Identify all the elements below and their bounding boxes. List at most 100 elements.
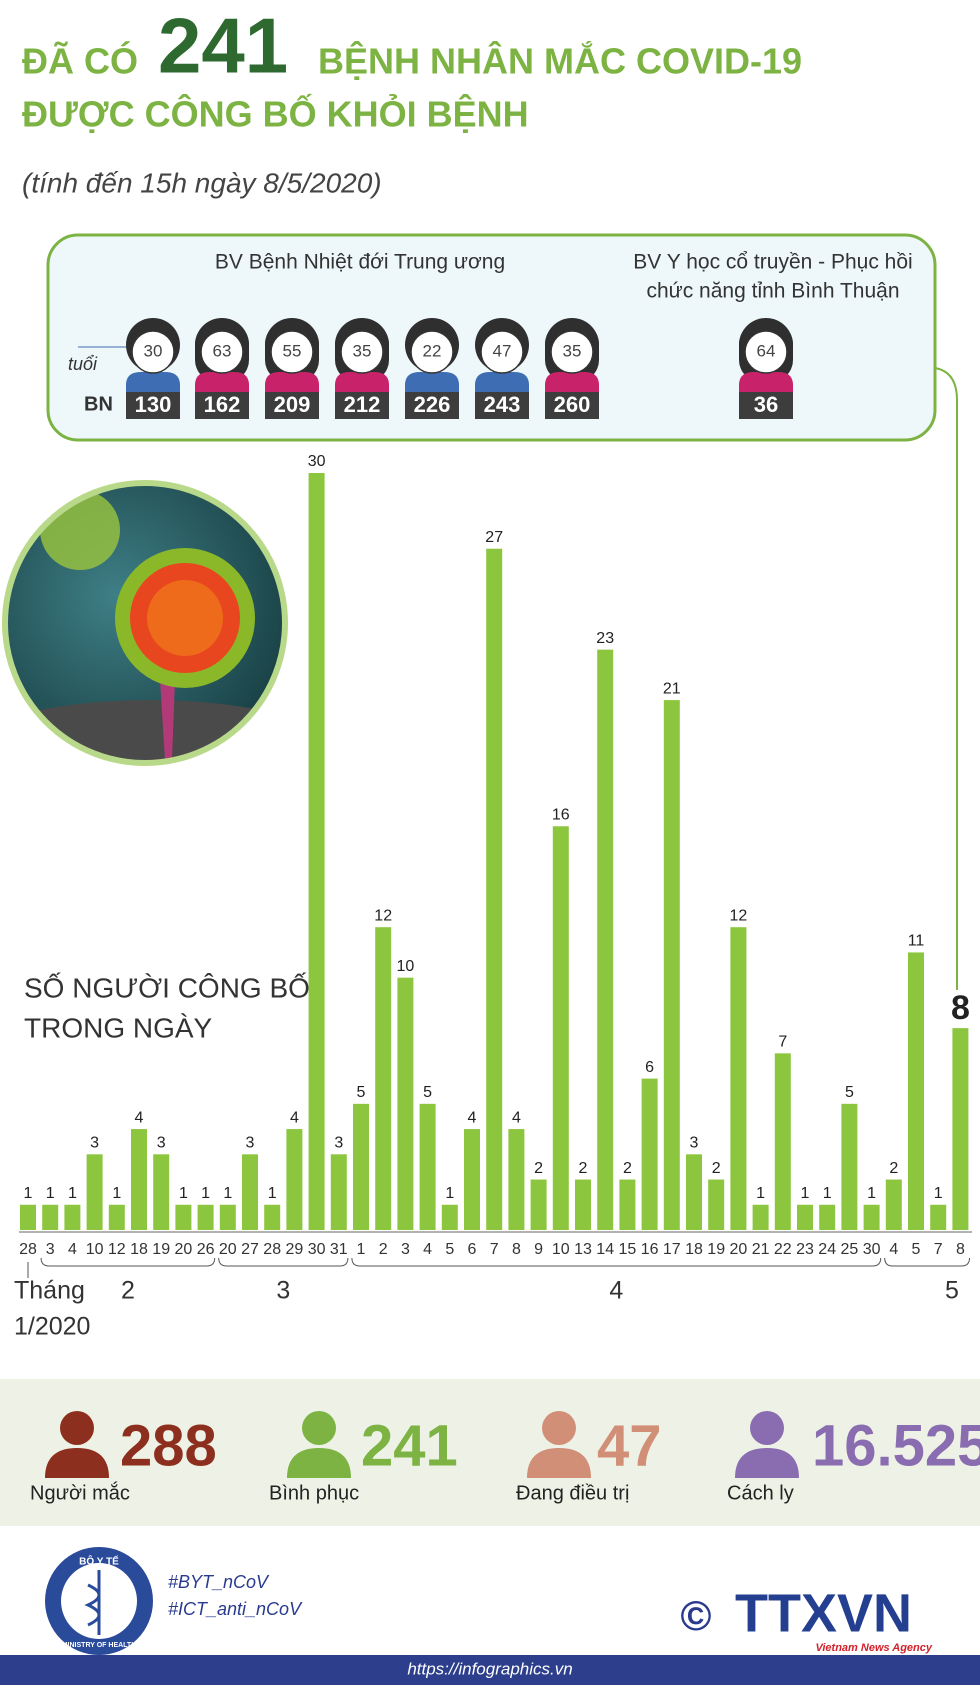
patient-age: 35 bbox=[353, 341, 372, 360]
x-tick-label: 10 bbox=[86, 1241, 104, 1258]
bar bbox=[397, 977, 414, 1230]
person-icon-head bbox=[542, 1411, 576, 1445]
x-tick-label: 23 bbox=[796, 1241, 814, 1258]
x-tick-label: 2 bbox=[379, 1241, 388, 1258]
x-tick-label: 20 bbox=[175, 1241, 193, 1258]
value-label: 1 bbox=[823, 1185, 832, 1202]
patient-id: 130 bbox=[135, 392, 172, 417]
x-tick-label: 12 bbox=[108, 1241, 126, 1258]
hospital-name: BV Y học cổ truyền - Phục hồi bbox=[633, 251, 912, 274]
x-tick-label: 20 bbox=[219, 1241, 237, 1258]
person-icon-body bbox=[287, 1448, 351, 1478]
value-label: 1 bbox=[46, 1185, 55, 1202]
bar bbox=[464, 1129, 480, 1230]
value-label: 1 bbox=[445, 1185, 454, 1202]
bar bbox=[597, 649, 614, 1230]
bar bbox=[797, 1204, 813, 1230]
group-label: 5 bbox=[945, 1277, 959, 1305]
bar bbox=[131, 1129, 147, 1230]
value-label: 1 bbox=[179, 1185, 188, 1202]
value-label: 1 bbox=[801, 1185, 810, 1202]
bar bbox=[930, 1204, 947, 1230]
bar bbox=[663, 700, 680, 1230]
value-label: 2 bbox=[579, 1160, 588, 1177]
value-label: 3 bbox=[334, 1135, 343, 1152]
value-label: 2 bbox=[889, 1160, 898, 1177]
value-label: 2 bbox=[712, 1160, 721, 1177]
id-box bbox=[265, 392, 319, 419]
x-tick-label: 28 bbox=[263, 1241, 281, 1258]
group-bracket bbox=[351, 1257, 882, 1267]
patient-id: 260 bbox=[554, 392, 591, 417]
x-tick-label: 19 bbox=[707, 1241, 725, 1258]
value-label: 3 bbox=[90, 1135, 99, 1152]
body bbox=[265, 372, 319, 392]
patient-age: 35 bbox=[563, 341, 582, 360]
bar bbox=[441, 1204, 458, 1230]
x-tick-label: 17 bbox=[663, 1241, 681, 1258]
face bbox=[131, 330, 175, 374]
x-tick-label: 20 bbox=[730, 1241, 748, 1258]
bar bbox=[64, 1204, 81, 1230]
value-label: 10 bbox=[397, 958, 415, 975]
bar bbox=[530, 1179, 547, 1230]
bar bbox=[86, 1154, 103, 1230]
age-label: tuổi bbox=[68, 354, 98, 374]
x-tick-label: 22 bbox=[774, 1241, 792, 1258]
bar bbox=[353, 1103, 369, 1230]
id-box bbox=[195, 392, 249, 419]
bar bbox=[575, 1179, 591, 1230]
bar bbox=[730, 927, 747, 1230]
x-tick-label: 4 bbox=[68, 1241, 77, 1258]
x-tick-label: 18 bbox=[130, 1241, 148, 1258]
face bbox=[744, 330, 788, 374]
logo-bottom: MINISTRY OF HEALTH bbox=[62, 1642, 137, 1649]
bar bbox=[330, 1154, 347, 1230]
hospital-name: chức năng tỉnh Bình Thuận bbox=[646, 280, 899, 303]
bar bbox=[219, 1204, 236, 1230]
bar bbox=[819, 1204, 836, 1230]
body bbox=[126, 372, 180, 392]
x-tick-label: 26 bbox=[197, 1241, 215, 1258]
patient-age: 47 bbox=[493, 341, 512, 360]
bar bbox=[419, 1103, 436, 1230]
bar bbox=[375, 927, 392, 1230]
bar bbox=[486, 548, 503, 1230]
x-tick-label: 29 bbox=[286, 1241, 304, 1258]
hashtag: #BYT_nCoV bbox=[168, 1572, 270, 1592]
bar bbox=[752, 1204, 769, 1230]
x-tick-label: 3 bbox=[401, 1241, 410, 1258]
x-tick-label: 30 bbox=[308, 1241, 326, 1258]
bar bbox=[20, 1204, 36, 1230]
x-tick-label: 1 bbox=[357, 1241, 366, 1258]
person-icon-body bbox=[735, 1448, 799, 1478]
value-label: 6 bbox=[645, 1059, 654, 1076]
value-label: 5 bbox=[845, 1084, 854, 1101]
x-tick-label: 16 bbox=[641, 1241, 659, 1258]
patient-age: 55 bbox=[283, 341, 302, 360]
bar bbox=[686, 1154, 702, 1230]
value-label: 4 bbox=[512, 1109, 521, 1126]
x-tick-label: 24 bbox=[818, 1241, 836, 1258]
x-tick-label: 3 bbox=[46, 1241, 55, 1258]
value-label: 5 bbox=[357, 1084, 366, 1101]
patient-age: 63 bbox=[213, 341, 232, 360]
bar bbox=[153, 1154, 170, 1230]
id-box bbox=[405, 392, 459, 419]
body bbox=[475, 372, 529, 392]
group-label: 3 bbox=[276, 1277, 290, 1305]
bar bbox=[242, 1154, 258, 1230]
stat-value: 241 bbox=[361, 1413, 458, 1478]
x-tick-label: 18 bbox=[685, 1241, 703, 1258]
id-box bbox=[126, 392, 180, 419]
group-label: 2 bbox=[121, 1277, 135, 1305]
logo-top: BỘ Y TẾ bbox=[79, 1555, 119, 1568]
id-box bbox=[739, 392, 793, 419]
bar bbox=[908, 952, 924, 1230]
value-label: 27 bbox=[485, 529, 503, 546]
body bbox=[545, 372, 599, 392]
x-tick-label: 8 bbox=[512, 1241, 521, 1258]
id-label: BN bbox=[84, 393, 113, 415]
x-tick-label: 5 bbox=[912, 1241, 921, 1258]
x-tick-label: 8 bbox=[956, 1241, 965, 1258]
